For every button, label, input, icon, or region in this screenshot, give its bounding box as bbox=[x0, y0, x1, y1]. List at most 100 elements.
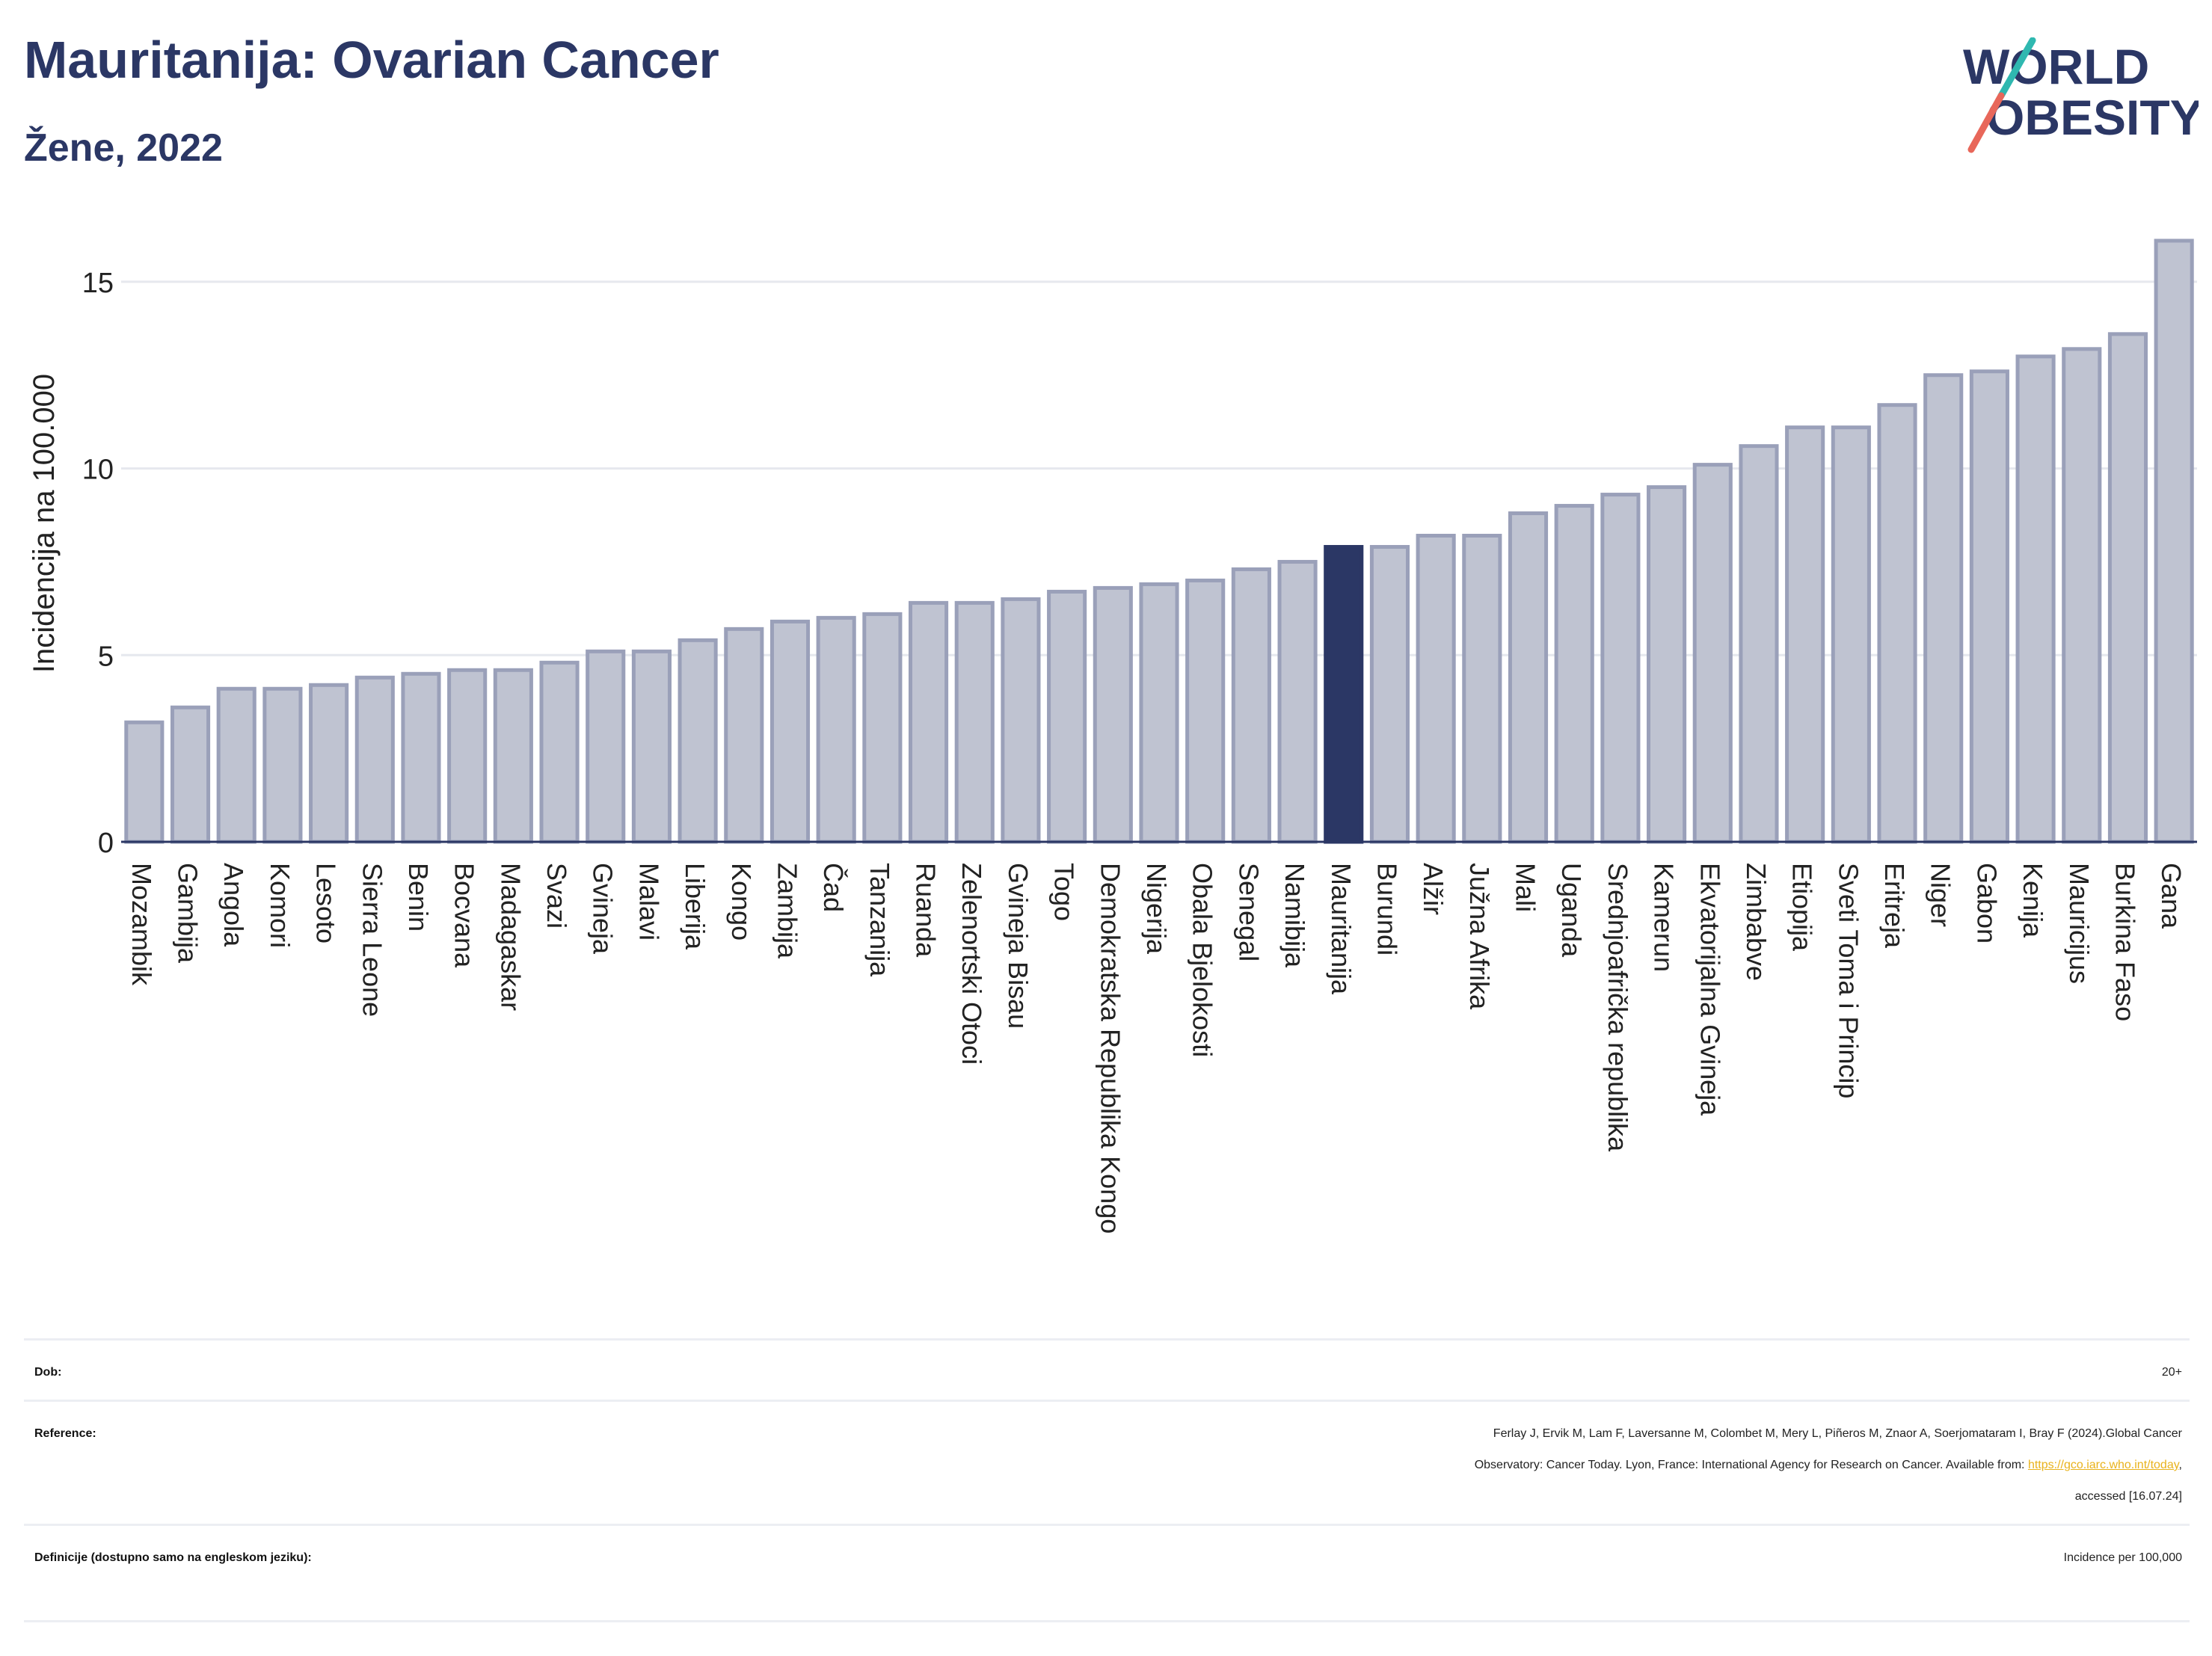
bar bbox=[1692, 463, 1733, 844]
x-tick-label: Ekvatorijalna Gvineja bbox=[1695, 863, 1725, 1116]
x-tick-label: Gabon bbox=[1971, 863, 2002, 944]
bar bbox=[1462, 533, 1502, 844]
x-tick-label: Tanzanija bbox=[864, 863, 895, 977]
reference-label: Reference: bbox=[34, 1427, 96, 1440]
x-tick-label: Gvineja Bisau bbox=[1003, 863, 1033, 1029]
x-tick-label: Lesoto bbox=[311, 863, 342, 944]
reference-line2: Observatory: Cancer Today. Lyon, France:… bbox=[462, 1450, 2182, 1481]
bar bbox=[2062, 347, 2102, 844]
bar bbox=[724, 627, 764, 844]
x-tick-label: Mali bbox=[1511, 863, 1541, 912]
bar bbox=[401, 671, 441, 844]
bar bbox=[1185, 578, 1226, 844]
definitions-value: Incidence per 100,000 bbox=[2063, 1551, 2182, 1564]
reference-text: Ferlay J, Ervik M, Lam F, Laversanne M, … bbox=[462, 1418, 2182, 1512]
y-tick-label: 5 bbox=[98, 641, 114, 672]
bar bbox=[170, 705, 211, 844]
meta-row-dob: Dob: 20+ bbox=[24, 1338, 2190, 1402]
logo-slash-teal bbox=[1997, 37, 2036, 99]
x-tick-label: Mauritanija bbox=[1326, 863, 1357, 995]
bar bbox=[2154, 238, 2194, 844]
x-tick-label: Svazi bbox=[541, 863, 572, 929]
x-tick-label: Sierra Leone bbox=[357, 863, 387, 1017]
bar-highlight bbox=[1324, 544, 1364, 844]
y-tick-label: 0 bbox=[98, 828, 114, 859]
bar bbox=[1093, 585, 1133, 844]
x-tick-label: Mauricijus bbox=[2064, 863, 2095, 984]
bar bbox=[769, 619, 811, 844]
bar bbox=[908, 600, 949, 844]
x-tick-label: Etiopija bbox=[1787, 863, 1818, 952]
bar bbox=[678, 638, 718, 844]
x-tick-label: Mozambik bbox=[126, 863, 157, 986]
bar bbox=[1001, 597, 1041, 844]
x-tick-label: Ruanda bbox=[911, 863, 941, 958]
x-tick-label: Togo bbox=[1049, 863, 1080, 921]
bar bbox=[1923, 373, 1964, 844]
reference-line3: accessed [16.07.24] bbox=[2074, 1490, 2182, 1503]
x-tick-label: Madagaskar bbox=[495, 863, 526, 1011]
reference-line2-text: Observatory: Cancer Today. Lyon, France:… bbox=[1474, 1459, 2028, 1471]
x-tick-label: Gana bbox=[2156, 863, 2187, 929]
x-tick-label: Benin bbox=[403, 863, 434, 932]
x-tick-label: Zimbabve bbox=[1741, 863, 1772, 981]
world-obesity-logo: WORLD OBESITY bbox=[1963, 37, 2199, 153]
bar bbox=[816, 615, 856, 844]
bar bbox=[309, 683, 349, 844]
x-tick-label: Liberija bbox=[680, 863, 710, 950]
x-tick-label: Zelenortski Otoci bbox=[956, 863, 987, 1065]
x-tick-label: Demokratska Republika Kongo bbox=[1095, 863, 1125, 1234]
bar bbox=[1785, 425, 1825, 844]
bar bbox=[1647, 485, 1687, 844]
logo-line2: OBESITY bbox=[1986, 90, 2199, 145]
x-tick-label: Malavi bbox=[633, 863, 664, 941]
bar bbox=[1369, 544, 1410, 844]
bar bbox=[1739, 444, 1779, 844]
bar bbox=[954, 600, 995, 844]
bar bbox=[1554, 504, 1594, 844]
x-tick-label: Burundi bbox=[1371, 863, 1402, 955]
y-axis-label: Incidencija na 100.000 bbox=[28, 374, 61, 673]
logo-line1: WORLD bbox=[1963, 39, 2149, 94]
x-tick-label: Srednjoafrička republika bbox=[1603, 863, 1633, 1152]
x-tick-label: Kongo bbox=[726, 863, 757, 941]
bar bbox=[2107, 332, 2148, 844]
bar bbox=[1508, 511, 1549, 844]
chart-bars bbox=[124, 238, 2194, 844]
x-tick-label: Južna Afrika bbox=[1464, 863, 1495, 1010]
reference-line2-post: , bbox=[2178, 1459, 2182, 1471]
bar bbox=[862, 612, 903, 844]
reference-link[interactable]: https://gco.iarc.who.int/today bbox=[2027, 1459, 2179, 1471]
bar bbox=[1877, 403, 1917, 844]
bar bbox=[124, 720, 165, 844]
x-tick-label: Obala Bjelokosti bbox=[1188, 863, 1218, 1057]
x-tick-label: Čad bbox=[818, 863, 849, 912]
x-tick-label: Eritreja bbox=[1879, 863, 1910, 949]
bar bbox=[1277, 559, 1318, 844]
x-tick-label: Namibija bbox=[1279, 863, 1310, 968]
bar bbox=[539, 660, 580, 844]
bar bbox=[1600, 493, 1641, 844]
x-tick-label: Nigerija bbox=[1141, 863, 1172, 955]
page-subtitle: Žene, 2022 bbox=[24, 126, 223, 170]
x-tick-label: Kamerun bbox=[1649, 863, 1680, 972]
y-tick-label: 15 bbox=[82, 268, 114, 299]
x-tick-label: Angola bbox=[218, 863, 249, 947]
page-title: Mauritanija: Ovarian Cancer bbox=[24, 31, 719, 89]
logo-slash-coral bbox=[1967, 92, 2005, 153]
x-tick-label: Komori bbox=[265, 863, 295, 948]
bar bbox=[1416, 533, 1456, 844]
x-axis-ticks: Mozambik Gambija Angola Komori Lesoto Sierra … bbox=[126, 863, 2187, 1234]
x-tick-label: Gvineja bbox=[588, 863, 618, 955]
bar bbox=[1969, 369, 2009, 844]
bar bbox=[586, 649, 626, 844]
x-tick-label: Kenija bbox=[2018, 863, 2048, 938]
bar bbox=[262, 686, 303, 844]
x-tick-label: Niger bbox=[1926, 863, 1956, 927]
bar bbox=[1047, 589, 1087, 844]
x-tick-label: Gambija bbox=[173, 863, 203, 964]
x-tick-label: Zambija bbox=[772, 863, 802, 959]
x-tick-label: Uganda bbox=[1556, 863, 1587, 958]
x-tick-label: Bocvana bbox=[449, 863, 480, 968]
x-tick-label: Alžir bbox=[1418, 863, 1448, 915]
